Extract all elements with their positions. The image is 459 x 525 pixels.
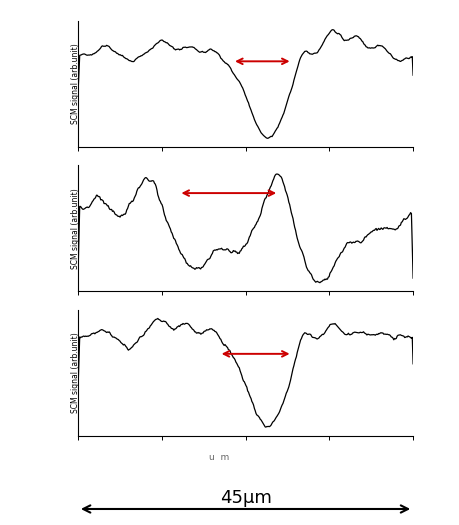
Y-axis label: SCM signal (arb.unit): SCM signal (arb.unit): [71, 44, 80, 124]
Text: 45μm: 45μm: [219, 489, 272, 507]
Text: u  m: u m: [209, 454, 229, 463]
Text: u  m: u m: [209, 165, 229, 174]
Text: u  m: u m: [209, 309, 229, 318]
Y-axis label: SCM signal (arb.unit): SCM signal (arb.unit): [71, 188, 80, 269]
Y-axis label: SCM signal (arb.unit): SCM signal (arb.unit): [71, 332, 80, 413]
